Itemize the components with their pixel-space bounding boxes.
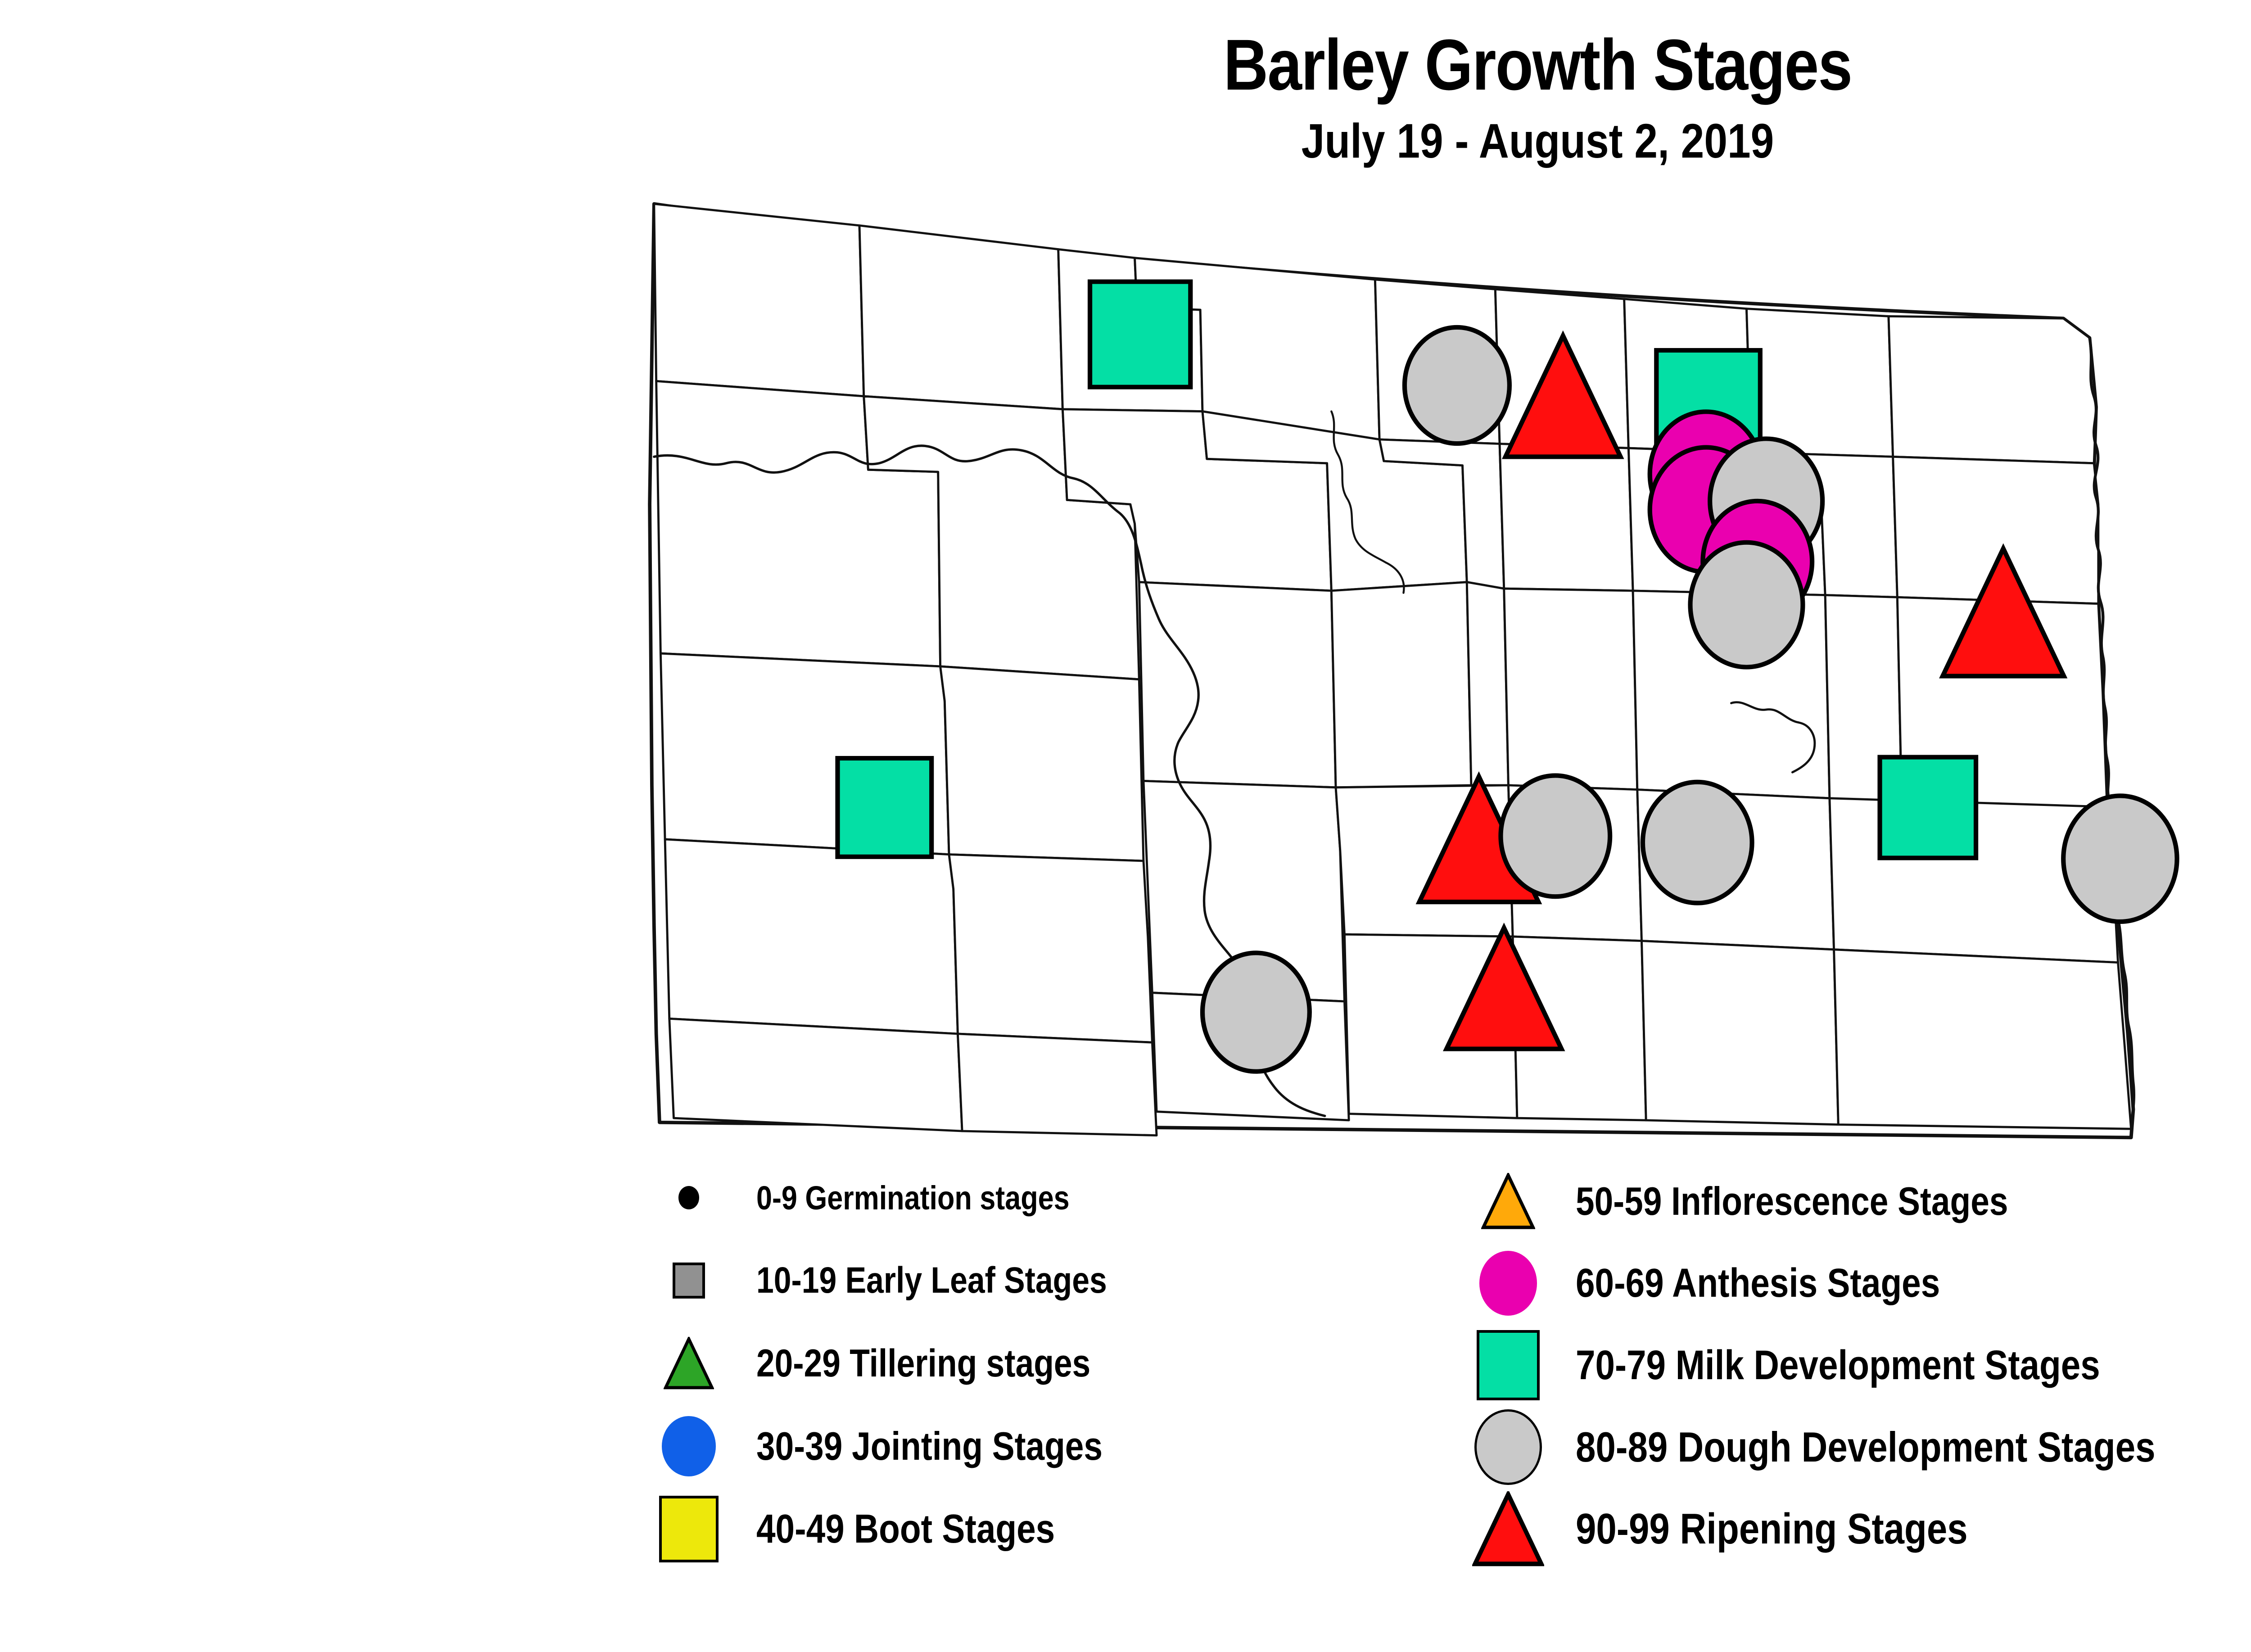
legend-item-70-79[interactable]: 70-79 Milk Development Stages [1441, 1325, 2192, 1406]
legend-label-40-49: 40-49 Boot Stages [756, 1506, 1055, 1552]
legend-item-30-39[interactable]: 30-39 Jointing Stages [621, 1406, 1164, 1487]
legend-shape-20-29 [663, 1335, 714, 1392]
legend-swatch-triangle-90-99-icon [1441, 1489, 1576, 1570]
marker-ripening-c2[interactable] [1442, 922, 1565, 1051]
marker-dough-n1[interactable] [1402, 325, 1512, 446]
legend-shape-90-99 [1471, 1489, 1545, 1569]
legend-item-90-99[interactable]: 90-99 Ripening Stages [1441, 1489, 2037, 1570]
marker-dough-c1[interactable] [1498, 773, 1613, 899]
legend-label-70-79: 70-79 Milk Development Stages [1576, 1342, 2100, 1388]
marker-dough-e[interactable] [2061, 793, 2179, 924]
legend-label-20-29: 20-29 Tillering stages [756, 1341, 1091, 1385]
legend-shape-70-79 [1477, 1330, 1540, 1401]
legend-item-10-19[interactable]: 10-19 Early Leaf Stages [621, 1240, 1169, 1321]
legend-label-30-39: 30-39 Jointing Stages [756, 1424, 1103, 1468]
marker-milk-nw[interactable] [1087, 279, 1193, 389]
legend-shape-50-59 [1480, 1171, 1536, 1232]
page-title: Barley Growth Stages [1223, 24, 1853, 105]
legend: 0-9 Germination stages 10-19 Early Leaf S… [621, 1153, 2251, 1639]
title-block: Barley Growth Stages July 19 - August 2,… [0, 24, 2251, 168]
marker-dough-sw[interactable] [1200, 950, 1312, 1074]
legend-swatch-square-70-79-icon [1441, 1325, 1576, 1406]
legend-swatch-square-40-49-icon [621, 1489, 756, 1570]
legend-swatch-circle-80-89-icon [1441, 1407, 1576, 1488]
marker-dough-nc2[interactable] [1688, 540, 1805, 670]
county-boundaries [648, 202, 2135, 1140]
legend-swatch-circle-30-39-icon [621, 1406, 756, 1487]
legend-item-0-9[interactable]: 0-9 Germination stages [621, 1157, 1125, 1238]
legend-swatch-circle-0-9-icon [621, 1157, 756, 1238]
legend-label-0-9: 0-9 Germination stages [756, 1179, 1070, 1217]
legend-label-60-69: 60-69 Anthesis Stages [1576, 1260, 1940, 1306]
legend-swatch-square-10-19-icon [621, 1240, 756, 1321]
map-svg [648, 202, 2179, 1140]
legend-shape-40-49 [659, 1496, 719, 1562]
legend-swatch-triangle-50-59-icon [1441, 1161, 1576, 1242]
legend-label-80-89: 80-89 Dough Development Stages [1576, 1423, 2156, 1471]
legend-shape-80-89 [1474, 1409, 1542, 1485]
legend-swatch-triangle-20-29-icon [621, 1323, 756, 1404]
north-dakota-county-map[interactable] [621, 180, 2251, 1153]
marker-milk-w[interactable] [835, 756, 934, 859]
legend-shape-30-39 [662, 1416, 716, 1477]
legend-label-10-19: 10-19 Early Leaf Stages [756, 1260, 1107, 1301]
marker-layer [835, 279, 2179, 1074]
legend-item-60-69[interactable]: 60-69 Anthesis Stages [1441, 1243, 2004, 1324]
legend-label-90-99: 90-99 Ripening Stages [1576, 1505, 1968, 1553]
marker-ripening-ne[interactable] [1939, 543, 2068, 679]
legend-shape-10-19 [673, 1262, 705, 1299]
legend-swatch-circle-60-69-icon [1441, 1243, 1576, 1324]
legend-item-40-49[interactable]: 40-49 Boot Stages [621, 1489, 1107, 1570]
marker-dough-c2[interactable] [1640, 779, 1754, 905]
marker-ripening-n1[interactable] [1502, 330, 1624, 459]
page-subtitle: July 19 - August 2, 2019 [1301, 113, 1774, 168]
legend-item-80-89[interactable]: 80-89 Dough Development Stages [1441, 1407, 2251, 1488]
legend-shape-60-69 [1479, 1251, 1537, 1316]
legend-label-50-59: 50-59 Inflorescence Stages [1576, 1179, 2008, 1223]
marker-milk-e[interactable] [1877, 755, 1979, 860]
legend-item-50-59[interactable]: 50-59 Inflorescence Stages [1441, 1161, 2084, 1242]
legend-item-20-29[interactable]: 20-29 Tillering stages [621, 1323, 1149, 1404]
legend-shape-0-9 [678, 1186, 699, 1209]
